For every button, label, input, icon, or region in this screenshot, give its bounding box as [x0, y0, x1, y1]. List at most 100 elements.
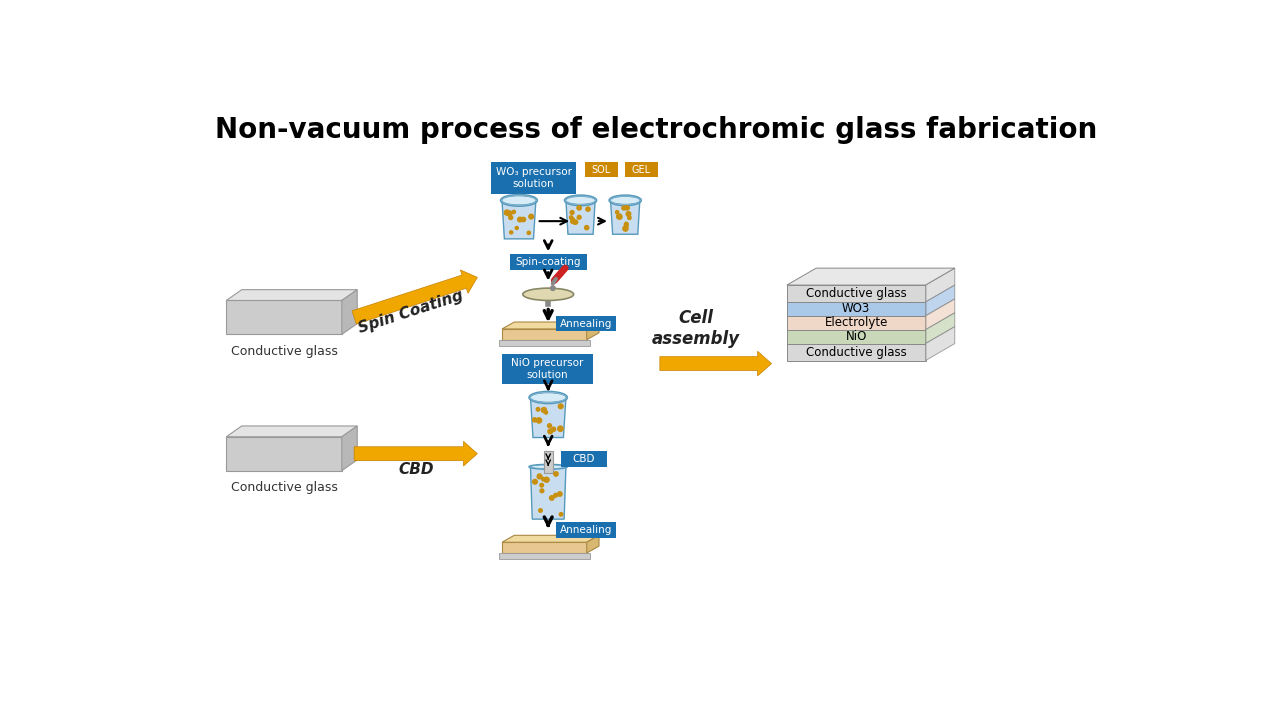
Circle shape	[571, 220, 575, 223]
Circle shape	[572, 220, 576, 224]
Circle shape	[617, 214, 622, 219]
Text: Annealing: Annealing	[559, 525, 612, 535]
Circle shape	[622, 206, 626, 210]
Circle shape	[616, 211, 618, 214]
Text: WO3: WO3	[842, 302, 870, 315]
Circle shape	[558, 426, 563, 431]
Circle shape	[544, 477, 549, 482]
Circle shape	[541, 477, 545, 481]
Circle shape	[577, 215, 581, 219]
Polygon shape	[787, 285, 925, 302]
Polygon shape	[502, 200, 536, 239]
Circle shape	[623, 226, 628, 231]
Polygon shape	[787, 343, 925, 361]
Text: Conductive glass: Conductive glass	[230, 345, 338, 358]
Polygon shape	[787, 316, 925, 330]
Circle shape	[512, 210, 516, 214]
Circle shape	[552, 427, 556, 431]
Ellipse shape	[530, 465, 566, 469]
FancyBboxPatch shape	[585, 162, 617, 177]
Circle shape	[625, 222, 628, 226]
Text: Electrolyte: Electrolyte	[824, 316, 888, 329]
Ellipse shape	[609, 195, 641, 206]
Circle shape	[544, 411, 548, 414]
FancyArrow shape	[660, 351, 772, 376]
Circle shape	[558, 404, 563, 409]
FancyBboxPatch shape	[509, 254, 586, 270]
Circle shape	[504, 210, 509, 215]
Polygon shape	[502, 322, 599, 329]
Polygon shape	[925, 285, 955, 316]
FancyBboxPatch shape	[492, 162, 576, 194]
FancyBboxPatch shape	[499, 340, 590, 346]
FancyBboxPatch shape	[556, 316, 616, 331]
Ellipse shape	[529, 392, 567, 404]
Circle shape	[538, 474, 541, 479]
Polygon shape	[227, 426, 357, 437]
Circle shape	[540, 489, 544, 492]
Polygon shape	[925, 312, 955, 343]
Text: Conductive glass: Conductive glass	[806, 287, 906, 300]
Circle shape	[554, 472, 558, 476]
FancyArrow shape	[352, 270, 477, 324]
Polygon shape	[342, 289, 357, 334]
Circle shape	[521, 217, 526, 222]
Circle shape	[541, 408, 547, 413]
Polygon shape	[502, 535, 599, 542]
Polygon shape	[925, 299, 955, 330]
Circle shape	[532, 480, 538, 484]
Circle shape	[570, 210, 573, 215]
Circle shape	[532, 418, 536, 422]
Polygon shape	[530, 397, 566, 438]
Ellipse shape	[611, 197, 640, 204]
Circle shape	[625, 206, 630, 210]
Text: GEL: GEL	[632, 165, 652, 174]
Circle shape	[559, 513, 563, 516]
Circle shape	[570, 216, 573, 219]
Text: Spin-coating: Spin-coating	[516, 257, 581, 267]
Circle shape	[586, 207, 590, 211]
Polygon shape	[566, 200, 595, 234]
Ellipse shape	[530, 393, 566, 402]
Polygon shape	[227, 437, 342, 471]
Polygon shape	[787, 330, 925, 343]
Text: Annealing: Annealing	[559, 318, 612, 328]
Circle shape	[571, 217, 575, 221]
Ellipse shape	[566, 197, 595, 204]
Ellipse shape	[522, 288, 573, 300]
Circle shape	[527, 231, 530, 235]
Ellipse shape	[564, 195, 596, 206]
Ellipse shape	[500, 194, 538, 207]
Polygon shape	[530, 467, 566, 519]
Polygon shape	[787, 302, 925, 316]
Polygon shape	[925, 327, 955, 361]
Polygon shape	[227, 300, 342, 334]
Circle shape	[507, 211, 512, 216]
Polygon shape	[787, 268, 955, 285]
Polygon shape	[611, 200, 640, 234]
Text: SOL: SOL	[591, 165, 611, 174]
Text: Conductive glass: Conductive glass	[806, 346, 906, 359]
Polygon shape	[586, 535, 599, 553]
Polygon shape	[925, 268, 955, 302]
Circle shape	[509, 231, 513, 234]
FancyBboxPatch shape	[502, 354, 593, 384]
Circle shape	[625, 224, 628, 228]
Circle shape	[626, 212, 631, 216]
Text: CBD: CBD	[398, 462, 434, 477]
FancyBboxPatch shape	[556, 522, 616, 538]
Text: Cell
assembly: Cell assembly	[652, 310, 740, 348]
Circle shape	[577, 206, 581, 210]
Ellipse shape	[502, 196, 536, 204]
Circle shape	[508, 215, 513, 220]
Text: Non-vacuum process of electrochromic glass fabrication: Non-vacuum process of electrochromic gla…	[215, 116, 1097, 144]
Polygon shape	[342, 426, 357, 471]
Circle shape	[627, 216, 631, 220]
Circle shape	[618, 215, 622, 219]
Polygon shape	[502, 542, 586, 553]
Circle shape	[517, 217, 522, 222]
Ellipse shape	[529, 464, 567, 469]
Polygon shape	[227, 289, 357, 300]
Circle shape	[536, 418, 541, 423]
FancyBboxPatch shape	[625, 162, 658, 177]
